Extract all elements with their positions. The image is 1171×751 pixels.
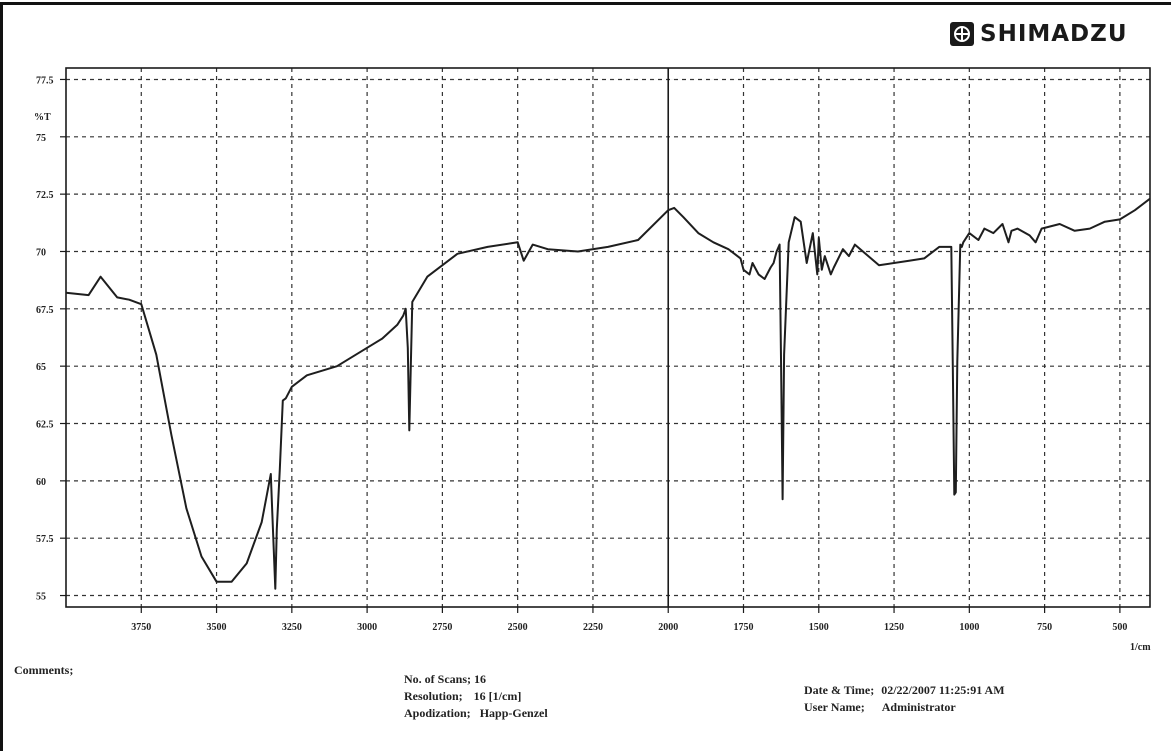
user-value: Administrator xyxy=(881,700,956,714)
user-label: User Name; xyxy=(804,700,865,714)
x-tick-label: 1500 xyxy=(809,622,829,633)
top-border xyxy=(0,2,1171,5)
x-tick-labels: 3750 3500 3250 3000 2750 2500 2250 2000 1750 1500… xyxy=(131,607,1151,653)
datetime-label: Date & Time; xyxy=(804,683,875,697)
apodization-label: Apodization; xyxy=(404,706,471,720)
resolution-label: Resolution; xyxy=(404,689,463,703)
scans-value: 16 xyxy=(474,672,487,686)
y-tick-labels: 55 57.5 60 62.5 65 67.5 70 72.5 75 77.5 %T xyxy=(34,75,66,603)
x-tick-label: 1250 xyxy=(884,622,904,633)
x-tick-label: 3750 xyxy=(131,622,151,633)
y-tick-label: 77.5 xyxy=(36,75,54,86)
y-tick-label: 65 xyxy=(36,362,46,373)
x-axis-unit: 1/cm xyxy=(1130,642,1151,653)
x-tick-label: 2000 xyxy=(658,622,678,633)
y-tick-label: 75 xyxy=(36,133,46,144)
x-tick-label: 1750 xyxy=(734,622,754,633)
x-tick-label: 2250 xyxy=(583,622,603,633)
left-border xyxy=(0,2,3,751)
x-tick-label: 3250 xyxy=(282,622,302,633)
resolution-value: 16 [1/cm] xyxy=(473,689,522,703)
resolution-line: Resolution; 16 [1/cm] xyxy=(404,689,521,704)
shimadzu-logo: SHIMADZU xyxy=(950,20,1128,48)
brand-name: SHIMADZU xyxy=(980,21,1128,47)
x-tick-label: 500 xyxy=(1112,622,1127,633)
y-tick-label: 55 xyxy=(36,592,46,603)
y-tick-label: 57.5 xyxy=(36,534,54,545)
y-axis-label: %T xyxy=(34,112,51,123)
x-tick-label: 2750 xyxy=(432,622,452,633)
y-tick-label: 67.5 xyxy=(36,305,54,316)
spectrum-line xyxy=(65,197,1151,590)
comments-label: Comments; xyxy=(14,663,74,677)
scans-label: No. of Scans; xyxy=(404,672,472,686)
y-tick-label: 72.5 xyxy=(36,190,54,201)
shimadzu-emblem-icon xyxy=(950,22,974,46)
y-tick-label: 70 xyxy=(36,247,46,258)
datetime-line: Date & Time; 02/22/2007 11:25:91 AM xyxy=(804,683,1005,698)
scans-line: No. of Scans; 16 xyxy=(404,672,486,687)
grid xyxy=(66,68,1150,607)
apodization-value: Happ-Genzel xyxy=(479,706,548,720)
axes xyxy=(65,67,1151,608)
x-tick-label: 2500 xyxy=(508,622,528,633)
plot-frame xyxy=(65,67,1151,608)
x-tick-label: 3500 xyxy=(207,622,227,633)
y-tick-label: 60 xyxy=(36,477,46,488)
series-layer xyxy=(65,197,1151,590)
y-tick-label: 62.5 xyxy=(36,420,54,431)
apodization-line: Apodization; Happ-Genzel xyxy=(404,706,548,721)
x-tick-label: 750 xyxy=(1037,622,1052,633)
x-tick-label: 3000 xyxy=(357,622,377,633)
datetime-value: 02/22/2007 11:25:91 AM xyxy=(881,683,1005,697)
x-tick-label: 1000 xyxy=(959,622,979,633)
user-line: User Name; Administrator xyxy=(804,700,956,715)
